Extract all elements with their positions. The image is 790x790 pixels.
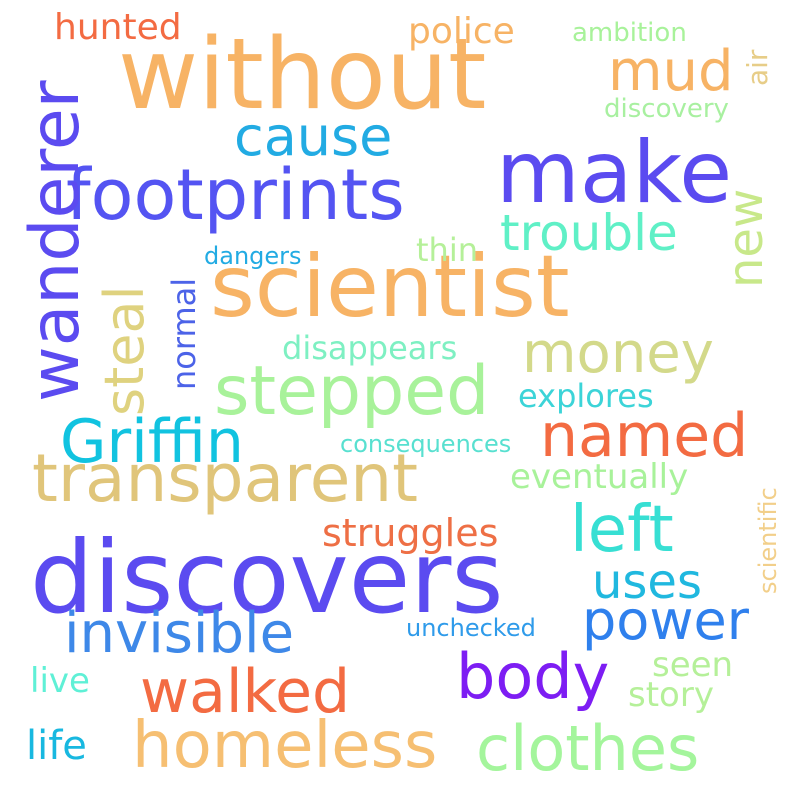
- word-police: police: [408, 11, 515, 52]
- word-without: without: [118, 18, 487, 132]
- word-disappears: disappears: [282, 329, 458, 367]
- word-thin: thin: [416, 231, 478, 269]
- word-ambition: ambition: [572, 18, 687, 48]
- word-power: power: [582, 589, 749, 652]
- word-stepped: stepped: [214, 352, 490, 431]
- word-wanderer: wanderer: [16, 80, 95, 402]
- word-left: left: [570, 493, 674, 567]
- word-story: story: [628, 675, 714, 715]
- word-eventually: eventually: [510, 457, 689, 497]
- word-named: named: [540, 401, 749, 471]
- word-make: make: [496, 123, 733, 223]
- word-unchecked: unchecked: [406, 614, 536, 642]
- word-discovery: discovery: [604, 94, 729, 124]
- word-life: life: [26, 723, 87, 769]
- word-dangers: dangers: [204, 242, 302, 270]
- word-invisible: invisible: [64, 601, 295, 666]
- word-body: body: [456, 640, 610, 713]
- word-griffin: Griffin: [60, 407, 244, 477]
- word-trouble: trouble: [500, 204, 678, 262]
- word-uses: uses: [592, 554, 702, 610]
- word-clothes: clothes: [476, 712, 700, 785]
- word-walked: walked: [140, 657, 351, 727]
- word-mud: mud: [608, 39, 734, 104]
- word-steal: steal: [93, 285, 156, 416]
- word-cause: cause: [234, 105, 393, 168]
- word-explores: explores: [518, 377, 654, 415]
- word-consequences: consequences: [340, 430, 512, 458]
- word-live: live: [30, 661, 90, 701]
- word-money: money: [522, 321, 714, 386]
- word-discovers: discovers: [30, 519, 504, 636]
- word-homeless: homeless: [132, 709, 438, 783]
- word-new: new: [718, 188, 774, 288]
- word-footprints: footprints: [66, 154, 405, 236]
- word-air: air: [741, 49, 774, 86]
- word-transparent: transparent: [32, 440, 419, 517]
- word-normal: normal: [165, 277, 203, 390]
- word-seen: seen: [652, 645, 734, 685]
- word-struggles: struggles: [322, 511, 499, 555]
- word-scientific: scientific: [754, 487, 782, 594]
- word-hunted: hunted: [54, 7, 182, 48]
- word-scientist: scientist: [210, 237, 570, 337]
